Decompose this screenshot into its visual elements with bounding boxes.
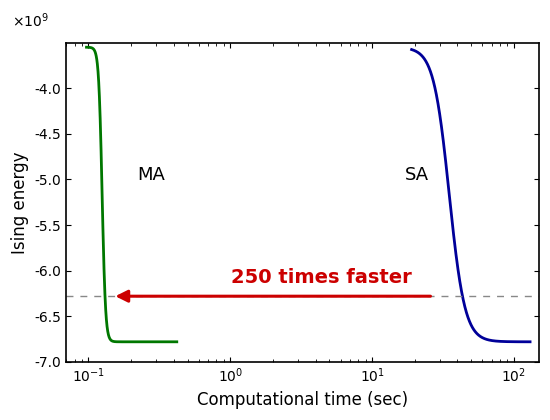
X-axis label: Computational time (sec): Computational time (sec) — [197, 391, 408, 409]
Text: 250 times faster: 250 times faster — [231, 268, 412, 287]
Text: SA: SA — [405, 166, 429, 184]
Text: MA: MA — [137, 166, 165, 184]
Text: $\times10^{9}$: $\times10^{9}$ — [12, 11, 49, 30]
Y-axis label: Ising energy: Ising energy — [11, 151, 29, 254]
